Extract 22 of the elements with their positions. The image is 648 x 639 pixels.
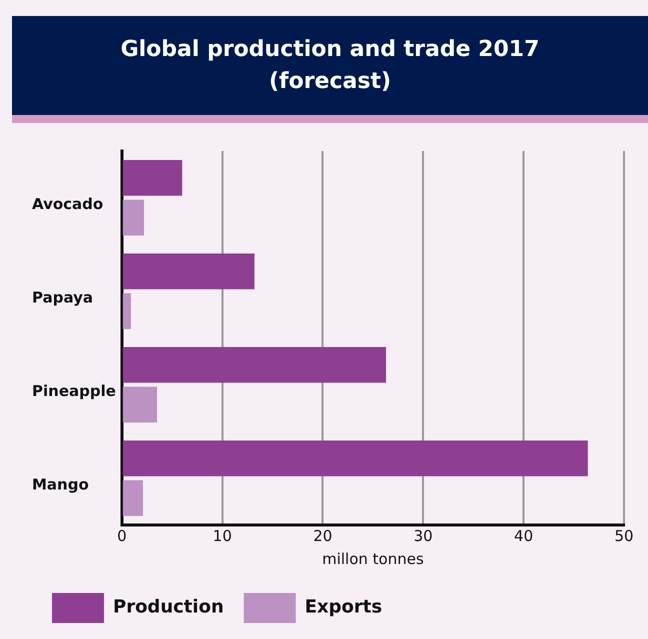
legend-label: Exports — [304, 596, 382, 618]
bar — [122, 160, 182, 196]
y-tick-label: Mango — [32, 476, 89, 494]
x-tick-label: 0 — [117, 526, 127, 545]
x-axis-title: millon tonnes — [322, 550, 424, 568]
bar — [122, 440, 588, 476]
x-tick-label: 30 — [414, 526, 433, 545]
y-tick-label: Pineapple — [32, 382, 116, 400]
bar — [122, 347, 386, 383]
x-tick-label: 10 — [212, 526, 232, 545]
y-tick-label: Avocado — [32, 195, 104, 214]
x-tick-label: 50 — [614, 526, 634, 545]
bar — [122, 480, 143, 516]
bar — [122, 386, 158, 422]
chart-title: Global production and trade 2017 (forecast) — [12, 16, 648, 115]
x-tick-label: 20 — [313, 526, 332, 545]
bar — [122, 200, 144, 236]
bar — [122, 293, 131, 329]
y-tick-label: Papaya — [32, 288, 94, 307]
legend-label: Production — [113, 596, 224, 618]
bar — [122, 254, 254, 290]
x-tick-label: 40 — [514, 526, 534, 545]
